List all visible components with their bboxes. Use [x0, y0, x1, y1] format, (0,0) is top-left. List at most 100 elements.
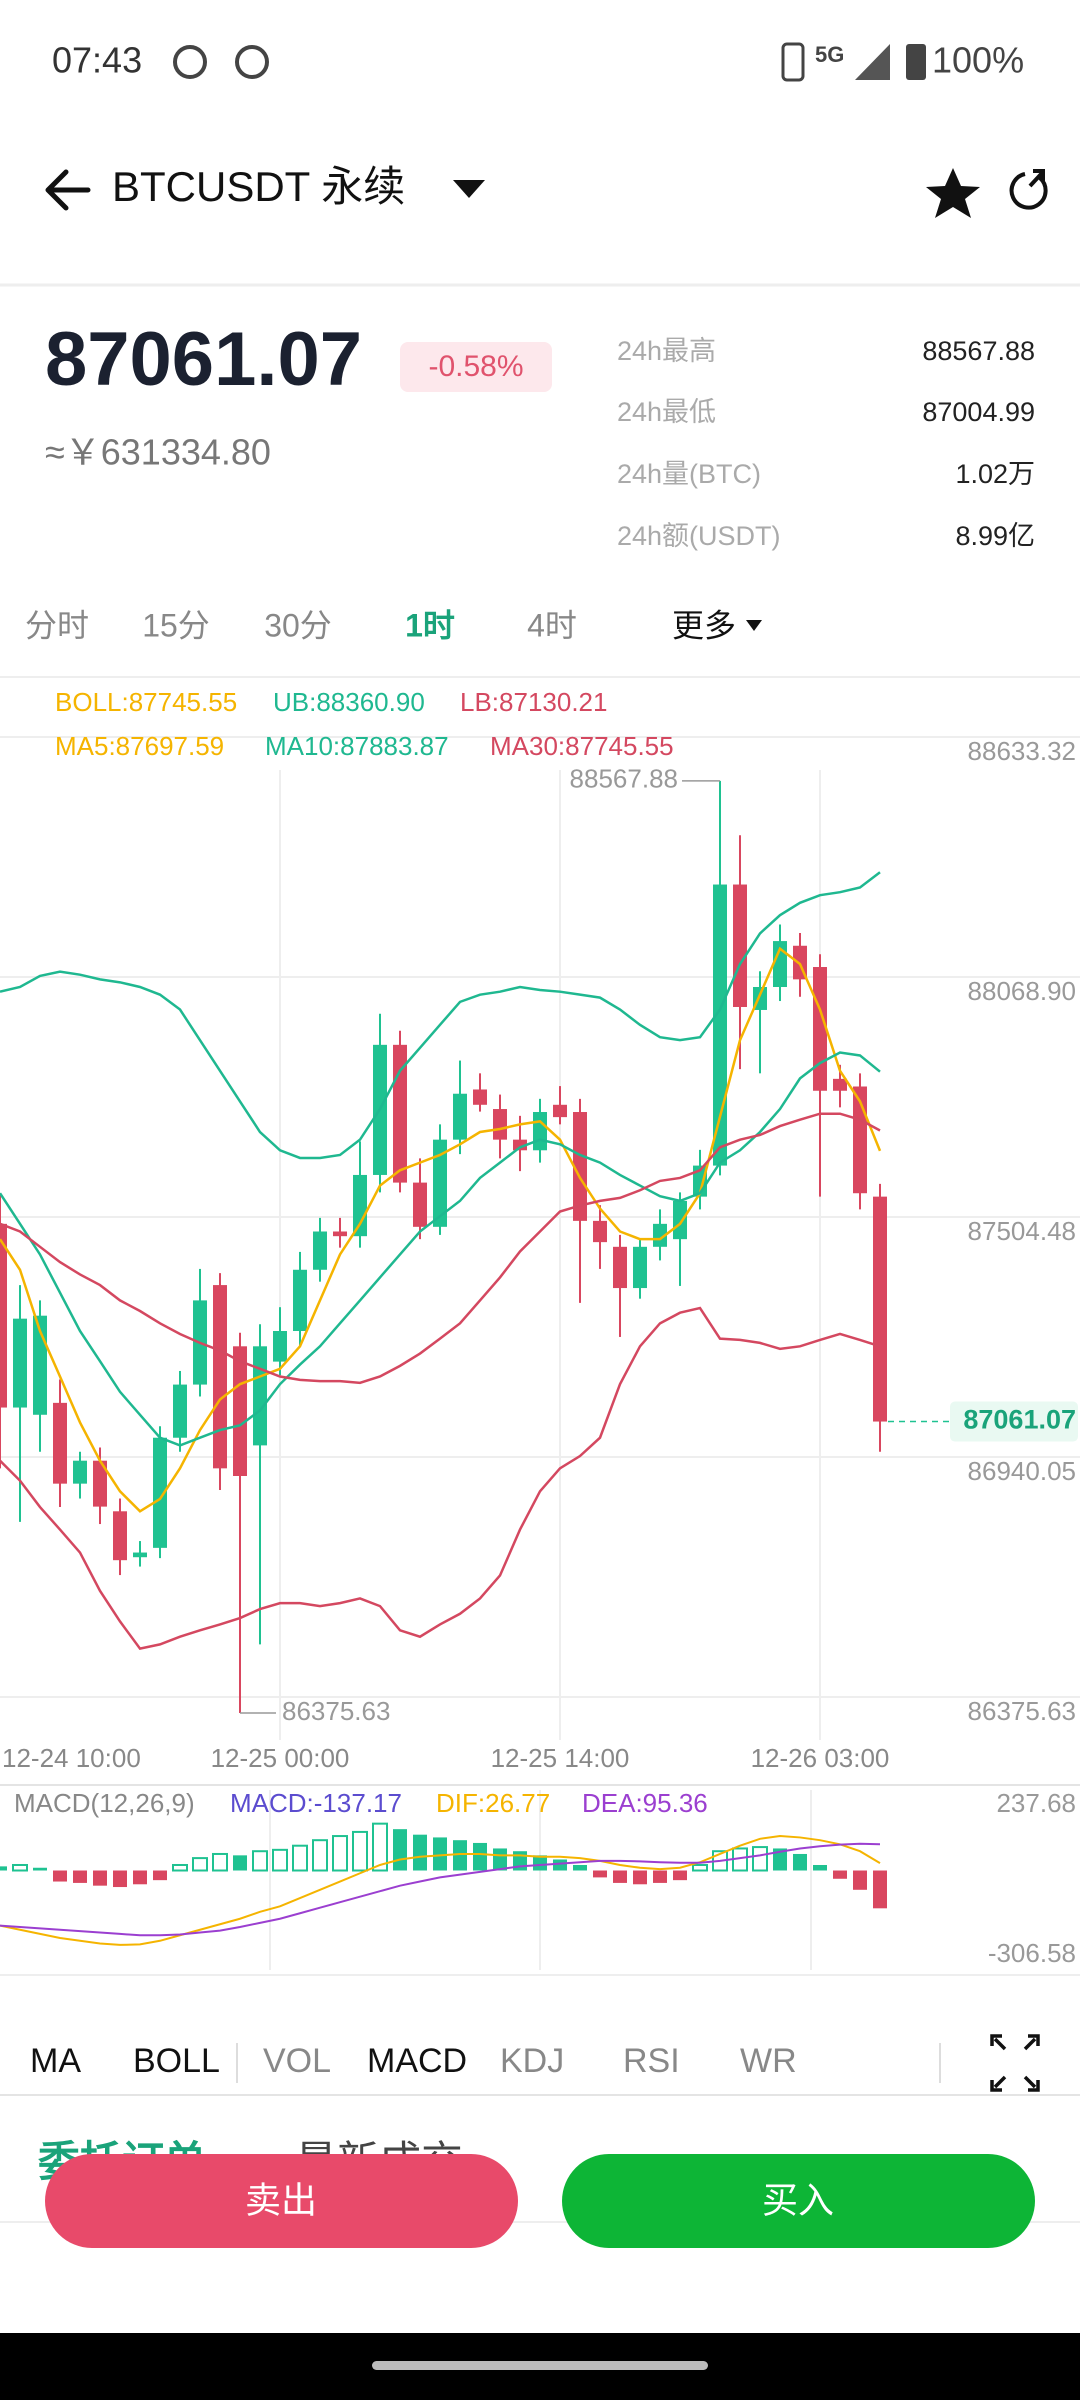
candle-body [0, 1223, 7, 1408]
macd-bar [553, 1859, 567, 1871]
interval-tab[interactable]: 15分 [142, 607, 210, 643]
last-price-box [950, 1401, 1078, 1442]
x-tick-label: 12-25 14:00 [491, 1743, 630, 1773]
macd-bar [473, 1842, 487, 1871]
candle-body [453, 1093, 467, 1140]
y-tick-label: 88068.90 [968, 976, 1076, 1006]
stat-label: 24h额(USDT) [617, 521, 781, 551]
candle-body [613, 1246, 627, 1289]
macd-bar [292, 1844, 308, 1872]
candle-body [353, 1174, 367, 1237]
back-button[interactable] [45, 169, 91, 211]
indicator-tab[interactable]: KDJ [500, 2042, 564, 2080]
macd-bar [393, 1829, 407, 1871]
macd-bar [813, 1864, 827, 1871]
status-icon [235, 45, 269, 79]
stat-label: 24h最低 [617, 397, 716, 427]
dropdown-icon[interactable] [746, 620, 762, 631]
indicator-line [0, 946, 882, 1513]
macd-bar [332, 1835, 348, 1872]
macd-bar [133, 1870, 147, 1885]
macd-bar [853, 1870, 867, 1890]
macd-bar [533, 1855, 547, 1871]
candle-body [553, 1104, 567, 1118]
indicator-line [0, 871, 881, 1160]
x-tick-label: 12-24 10:00 [2, 1743, 141, 1773]
macd-bar [272, 1848, 288, 1872]
indicator-tab[interactable]: BOLL [133, 2042, 220, 2080]
macd-bar [0, 1866, 7, 1871]
macd-bar [212, 1852, 228, 1872]
macd-bar [53, 1870, 67, 1882]
indicator-tab[interactable]: WR [740, 2042, 797, 2080]
legend-entry: MACD:-137.17 [230, 1788, 402, 1818]
share-button[interactable] [1009, 169, 1048, 210]
indicator-line [0, 1306, 881, 1651]
favorite-button[interactable] [926, 168, 980, 218]
stats: 24h最高 88567.88 24h最低 87004.99 24h量(BTC) 1.02万… [617, 336, 1035, 551]
y-tick-label: 88633.32 [968, 736, 1076, 766]
candle-body [253, 1346, 267, 1446]
buy-button[interactable] [562, 2154, 1035, 2248]
candle-body [573, 1112, 587, 1221]
dropdown-icon[interactable] [453, 180, 485, 198]
candle-body [653, 1223, 667, 1247]
macd-bar [113, 1870, 127, 1888]
candle-body [133, 1552, 147, 1558]
y-tick-label: 86375.63 [968, 1696, 1076, 1726]
macd-line [0, 1835, 881, 1946]
status-icon [173, 45, 207, 79]
interval-tab[interactable]: 30分 [264, 607, 332, 643]
x-tick-label: 12-25 00:00 [211, 1743, 350, 1773]
interval-tab[interactable]: 分时 [25, 607, 89, 643]
macd-bar [252, 1850, 268, 1872]
y-tick-label: -306.58 [988, 1938, 1076, 1968]
candle-body [873, 1196, 887, 1422]
indicator-tab[interactable]: MA [30, 2042, 81, 2080]
indicator-tab[interactable]: VOL [263, 2042, 331, 2080]
cny-price: ≈￥631334.80 [45, 432, 271, 473]
candle-body [273, 1331, 287, 1362]
macd-bar [673, 1870, 687, 1881]
candle-body [433, 1139, 447, 1227]
candle-body [13, 1318, 27, 1408]
sell-button[interactable] [45, 2154, 518, 2248]
indicator-tabs: MA BOLL VOL MACD KDJ RSI WR [30, 2042, 797, 2080]
candle-body [233, 1346, 247, 1476]
interval-tab[interactable]: 更多 [672, 607, 736, 643]
last-price-label: 87061.07 [963, 1405, 1076, 1435]
indicator-tab[interactable]: RSI [623, 2042, 680, 2080]
candle-body [673, 1200, 687, 1240]
macd-line [0, 1842, 881, 1937]
candle-body [53, 1402, 67, 1484]
candle-body [93, 1460, 107, 1507]
x-tick-label: 12-26 03:00 [751, 1743, 890, 1773]
macd-bar [873, 1870, 887, 1909]
candle-body [733, 884, 747, 1007]
boll-legend: BOLL:87745.55 [55, 687, 237, 717]
sell-label[interactable]: 卖出 [245, 2180, 317, 2221]
candle-body [533, 1112, 547, 1151]
header-title[interactable]: BTCUSDT 永续 [112, 163, 405, 210]
candle-body [293, 1269, 307, 1332]
macd-bar [793, 1853, 807, 1871]
interval-tab[interactable]: 4时 [527, 607, 577, 643]
interval-tab[interactable]: 1时 [405, 607, 455, 643]
candle-body [473, 1089, 487, 1105]
fullscreen-button[interactable] [990, 2034, 1040, 2092]
candle-body [493, 1109, 507, 1140]
buy-label[interactable]: 买入 [762, 2180, 834, 2221]
macd-bar [573, 1864, 587, 1871]
macd-bar [73, 1870, 87, 1883]
home-indicator[interactable] [372, 2361, 708, 2370]
candle-body [313, 1231, 327, 1270]
indicator-tab[interactable]: MACD [367, 2042, 467, 2080]
candle-body [213, 1285, 227, 1469]
legend-entry: LB:87130.21 [460, 687, 607, 717]
charts: 12-24 10:00 12-25 00:00 12-25 14:00 12-26 0… [0, 687, 1080, 1970]
macd-bar [453, 1840, 467, 1871]
interval-tabs: 分时 15分 30分 1时 4时 更多 [25, 607, 762, 643]
legend-entry: MA10:87883.87 [265, 731, 449, 761]
indicator-line [0, 1112, 881, 1385]
